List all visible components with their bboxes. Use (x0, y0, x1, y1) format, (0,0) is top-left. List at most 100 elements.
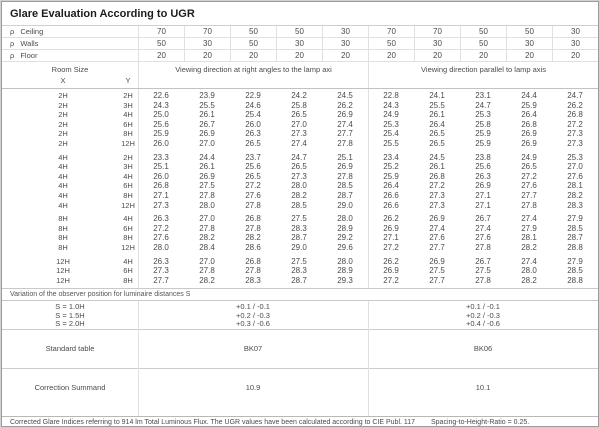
ugr-value: 27.7 (337, 129, 353, 139)
variation-value-right: +0.2 / -0.3 (466, 310, 500, 320)
ugr-group-2h: 2H 2H 22.6 23.9 22.9 24.2 24.5 22.8 24.1… (2, 91, 598, 149)
room-size-x: 2H (58, 119, 68, 129)
ugr-value: 28.2 (245, 233, 261, 243)
ugr-value: 27.8 (245, 200, 261, 210)
ugr-value: 28.2 (567, 190, 583, 200)
ugr-value: 26.9 (337, 110, 353, 120)
correction-summand-row: Correction Summand 10.9 10.1 (2, 368, 598, 406)
reflectance-value: 30 (184, 38, 230, 49)
ugr-value: 27.5 (291, 256, 307, 266)
ugr-value: 26.8 (521, 119, 537, 129)
ugr-value: 27.0 (199, 138, 215, 148)
ugr-value: 26.6 (383, 200, 399, 210)
ugr-value: 25.8 (475, 119, 491, 129)
room-size-y: 6H (123, 181, 133, 191)
ugr-value: 27.4 (521, 256, 537, 266)
ugr-value: 27.6 (429, 233, 445, 243)
reflectance-value: 20 (322, 50, 368, 61)
x-column-header: X (60, 76, 66, 85)
reflectance-label: ρ Floor (10, 51, 38, 60)
ugr-value: 28.7 (567, 233, 583, 243)
ugr-value: 23.1 (475, 91, 491, 100)
ugr-value: 27.8 (337, 138, 353, 148)
ugr-value: 26.5 (291, 110, 307, 120)
reflectance-value: 50 (138, 38, 184, 49)
standard-table-left-value: BK07 (243, 344, 263, 353)
ugr-value: 27.8 (521, 200, 537, 210)
variation-value-left: +0.2 / -0.3 (236, 310, 270, 320)
ugr-value: 25.5 (429, 100, 445, 110)
ugr-value: 28.5 (567, 223, 583, 233)
ugr-value: 26.8 (429, 171, 445, 181)
reflectance-value: 30 (276, 38, 322, 49)
ugr-value: 26.9 (199, 129, 215, 139)
ugr-value: 27.3 (567, 129, 583, 139)
ugr-value: 25.5 (199, 100, 215, 110)
ugr-value: 27.3 (429, 190, 445, 200)
ugr-value: 25.8 (291, 100, 307, 110)
ugr-value: 28.2 (199, 233, 215, 243)
ugr-group-8h: 8H 4H 26.3 27.0 26.8 27.5 28.0 26.2 26.9… (2, 214, 598, 252)
ugr-value: 27.8 (199, 266, 215, 276)
room-size-x: 4H (58, 200, 68, 210)
reflectance-value: 30 (322, 38, 368, 49)
room-size-x: 4H (58, 171, 68, 181)
ugr-value: 28.2 (291, 190, 307, 200)
ugr-value: 28.5 (291, 200, 307, 210)
room-size-y: 4H (123, 110, 133, 120)
room-size-y: 4H (123, 256, 133, 266)
ugr-value: 27.2 (567, 119, 583, 129)
ugr-value: 26.8 (567, 110, 583, 120)
ugr-value: 27.0 (199, 256, 215, 266)
ugr-value: 26.5 (291, 162, 307, 172)
room-size-y: 8H (123, 190, 133, 200)
table-row: 4H 2H 23.3 24.4 23.7 24.7 25.1 23.4 24.5… (2, 153, 598, 163)
ugr-value: 26.9 (383, 223, 399, 233)
ugr-value: 28.8 (567, 242, 583, 252)
variation-distance-label: S = 2.0H (55, 319, 85, 329)
room-size-y: 2H (123, 152, 133, 162)
table-row: 8H 6H 27.2 27.8 27.8 28.3 28.9 26.9 27.4… (2, 224, 598, 234)
standard-table-label: Standard table (45, 344, 95, 353)
reflectance-value: 50 (368, 38, 414, 49)
ugr-value: 26.9 (383, 266, 399, 276)
ugr-value: 28.3 (245, 275, 261, 285)
ugr-value: 27.1 (153, 190, 169, 200)
ugr-value: 26.5 (245, 171, 261, 181)
ugr-value: 22.6 (153, 91, 169, 100)
ugr-value: 29.2 (337, 233, 353, 243)
ugr-value: 28.0 (153, 242, 169, 252)
table-row: 8H 4H 26.3 27.0 26.8 27.5 28.0 26.2 26.9… (2, 214, 598, 224)
ugr-value: 28.7 (337, 190, 353, 200)
room-size-y: 8H (123, 275, 133, 285)
ugr-value: 24.4 (199, 152, 215, 162)
room-size-x: 8H (58, 223, 68, 233)
ugr-value: 26.3 (475, 171, 491, 181)
reflectance-value: 50 (276, 26, 322, 37)
ugr-value: 28.6 (245, 242, 261, 252)
reflectance-value: 20 (184, 50, 230, 61)
reflectance-value: 30 (552, 26, 598, 37)
half-divider (368, 301, 369, 416)
ugr-value: 23.8 (475, 152, 491, 162)
ugr-value: 25.0 (153, 110, 169, 120)
ugr-value: 28.3 (291, 266, 307, 276)
room-size-y: 4H (123, 214, 133, 224)
ugr-value: 28.8 (567, 275, 583, 285)
ugr-value: 27.0 (291, 119, 307, 129)
ugr-value: 24.3 (153, 100, 169, 110)
reflectance-value: 20 (460, 50, 506, 61)
observer-variation-table: S = 1.0H +0.1 / -0.1 +0.1 / -0.1 S = 1.5… (2, 301, 598, 329)
table-row: 2H 12H 26.0 27.0 26.5 27.4 27.8 25.5 26.… (2, 139, 598, 149)
ugr-value: 27.8 (199, 223, 215, 233)
ugr-value: 26.5 (245, 138, 261, 148)
ugr-value: 25.9 (521, 100, 537, 110)
spacing-to-height-ratio: Spacing-to-Height-Ratio = 0.25. (431, 419, 530, 426)
room-size-x: 12H (56, 275, 70, 285)
ugr-value: 28.2 (521, 242, 537, 252)
ugr-value: 22.9 (245, 91, 261, 100)
ugr-value: 27.2 (521, 171, 537, 181)
ugr-value: 27.4 (475, 223, 491, 233)
ugr-value: 24.3 (383, 100, 399, 110)
ugr-value: 25.3 (567, 152, 583, 162)
